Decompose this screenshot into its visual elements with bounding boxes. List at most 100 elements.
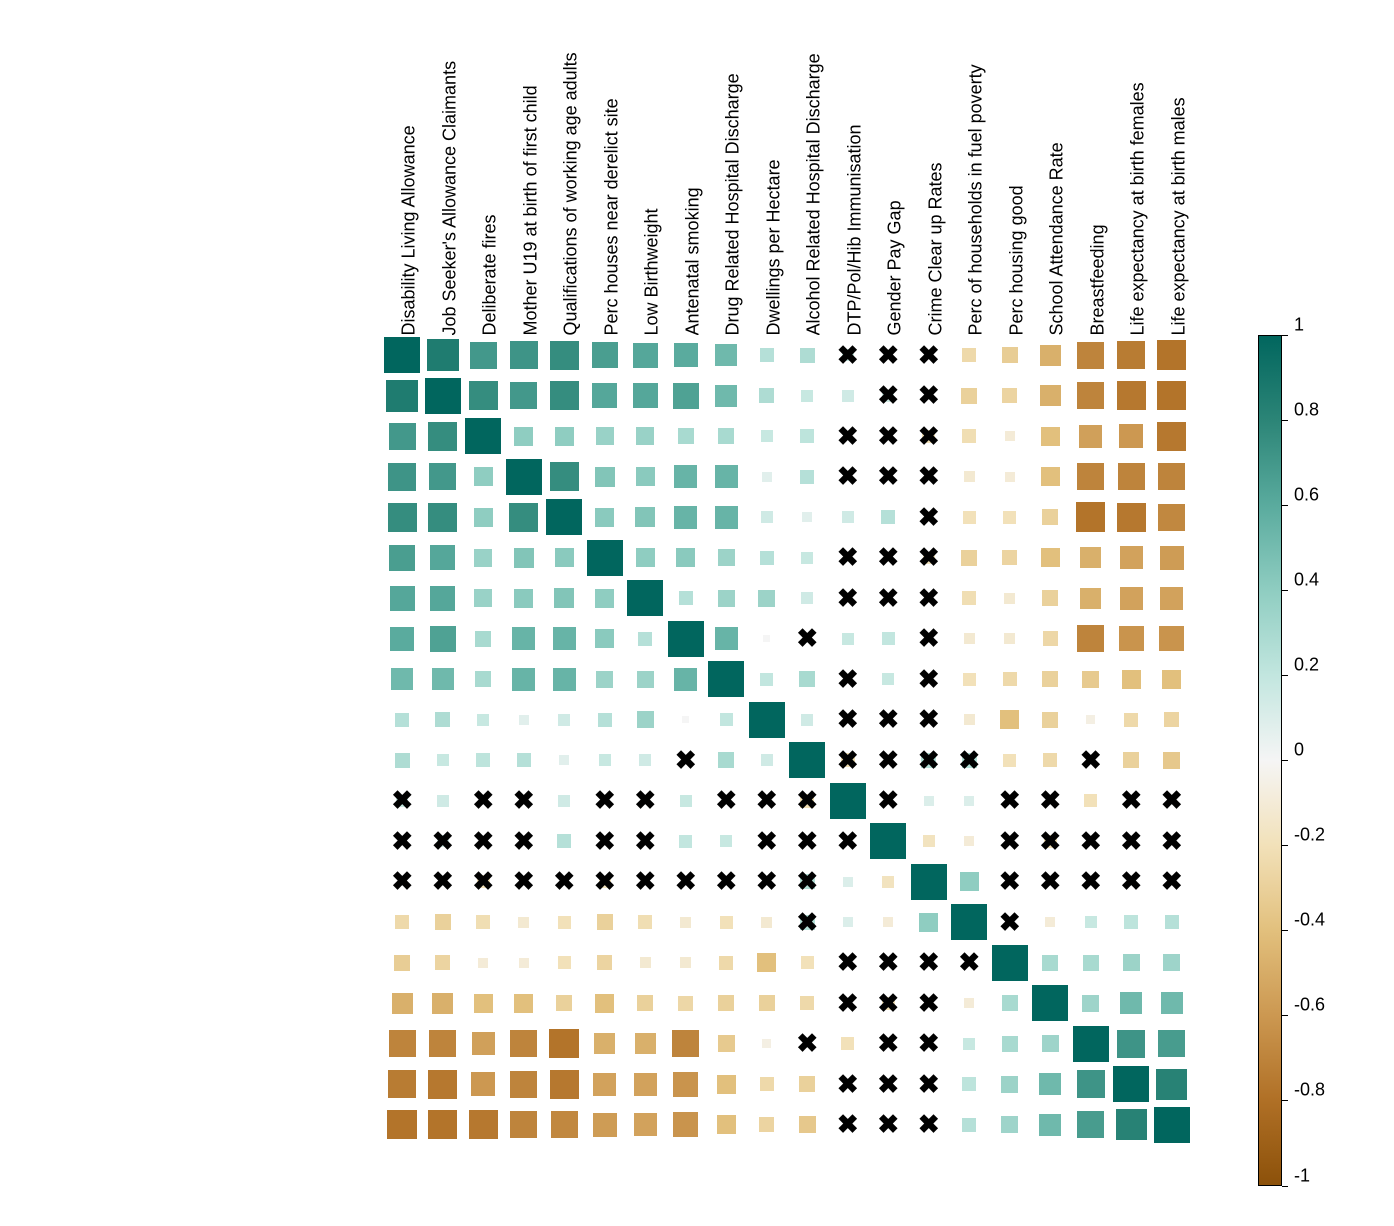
heatmap-cell-inner	[1118, 463, 1145, 490]
heatmap-cell-inner	[1042, 955, 1058, 971]
insignificant-mark-icon: ✖	[787, 821, 828, 862]
heatmap-cell-inner	[428, 422, 457, 451]
heatmap-cell-inner	[1124, 915, 1138, 929]
heatmap-cell-inner	[674, 465, 697, 488]
heatmap-cell-inner	[718, 1035, 735, 1052]
heatmap-cell-inner	[474, 508, 493, 527]
heatmap-cell-inner	[465, 418, 501, 454]
heatmap-cell-inner	[964, 998, 974, 1008]
heatmap-cell-inner	[596, 427, 614, 445]
heatmap-cell-inner	[1042, 671, 1058, 687]
heatmap-cell-inner	[469, 1110, 498, 1139]
heatmap-cell-inner	[951, 904, 987, 940]
heatmap-cell-inner	[1041, 427, 1060, 446]
heatmap-cell-inner	[389, 545, 415, 571]
heatmap-cell-inner	[963, 1038, 975, 1050]
heatmap-cell-inner	[1000, 710, 1019, 729]
heatmap-cell-inner	[801, 552, 813, 564]
colorbar-tick-mark	[1282, 590, 1288, 591]
colorbar-tick-mark	[1282, 1186, 1288, 1187]
heatmap-cell-inner	[1164, 712, 1179, 727]
heatmap-cell-inner	[384, 337, 420, 373]
heatmap-cell-inner	[1160, 587, 1183, 610]
heatmap-cell-inner	[1160, 546, 1184, 570]
heatmap-cell-inner	[672, 1030, 699, 1057]
heatmap-cell-inner	[633, 383, 658, 408]
heatmap-cell-inner	[428, 1110, 458, 1140]
heatmap-cell-inner	[469, 381, 498, 410]
heatmap-cell-inner	[597, 914, 613, 930]
heatmap-cell-inner	[801, 714, 813, 726]
heatmap-cell-inner	[519, 715, 529, 725]
heatmap-cell-inner	[593, 1073, 616, 1096]
heatmap-cell-inner	[1122, 670, 1141, 689]
heatmap-cell-inner	[386, 380, 418, 412]
heatmap-cell-inner	[883, 917, 893, 927]
heatmap-cell-inner	[517, 753, 531, 767]
insignificant-mark-icon: ✖	[666, 740, 707, 781]
heatmap-cell-inner	[510, 1111, 537, 1138]
heatmap-cell-inner	[964, 714, 975, 725]
heatmap-cell-inner	[919, 913, 938, 932]
heatmap-cell-inner	[388, 463, 416, 491]
col-label: Perc houses near derelict site	[601, 98, 622, 335]
heatmap-cell-inner	[1082, 671, 1099, 688]
col-label: Life expectancy at birth males	[1168, 97, 1189, 335]
heatmap-cell-inner	[474, 549, 492, 567]
insignificant-mark-icon: ✖	[625, 862, 666, 903]
heatmap-cell-inner	[549, 1029, 579, 1059]
colorbar-tick-mark	[1282, 420, 1288, 421]
insignificant-mark-icon: ✖	[828, 821, 869, 862]
col-label: Antenatal smoking	[682, 187, 703, 335]
heatmap-cell-inner	[843, 917, 853, 927]
heatmap-cell-inner	[1040, 385, 1061, 406]
colorbar-tick-label: -0.6	[1294, 995, 1325, 1016]
heatmap-cell-inner	[1124, 713, 1138, 727]
heatmap-cell-inner	[558, 956, 571, 969]
insignificant-mark-icon: ✖	[868, 457, 909, 498]
colorbar-tick-label: -0.4	[1294, 910, 1325, 931]
heatmap-cell-inner	[801, 592, 813, 604]
heatmap-cell-inner	[558, 714, 570, 726]
colorbar-tick-mark	[1282, 1100, 1288, 1101]
insignificant-mark-icon: ✖	[747, 781, 788, 822]
heatmap-cell-inner	[636, 548, 655, 567]
heatmap-cell-inner	[598, 713, 612, 727]
insignificant-mark-icon: ✖	[909, 659, 950, 700]
insignificant-mark-icon: ✖	[1111, 821, 1152, 862]
heatmap-cell-inner	[1156, 1069, 1187, 1100]
insignificant-mark-icon: ✖	[1152, 781, 1193, 822]
heatmap-cell-inner	[1042, 509, 1058, 525]
heatmap-cell-inner	[1085, 916, 1097, 928]
heatmap-cell-inner	[559, 755, 569, 765]
heatmap-cell-inner	[550, 341, 579, 370]
heatmap-cell-inner	[595, 508, 614, 527]
heatmap-cell-inner	[1082, 995, 1099, 1012]
heatmap-cell-inner	[1077, 342, 1104, 369]
insignificant-mark-icon: ✖	[787, 781, 828, 822]
heatmap-cell-inner	[471, 1072, 495, 1096]
heatmap-cell-inner	[1157, 340, 1187, 370]
heatmap-cell-inner	[1116, 1109, 1147, 1140]
colorbar-tick: 0.8	[1282, 420, 1319, 421]
insignificant-mark-icon: ✖	[463, 862, 504, 903]
heatmap-cell-inner	[592, 383, 617, 408]
heatmap-cell-inner	[1123, 954, 1140, 971]
heatmap-cell-inner	[799, 1116, 816, 1133]
insignificant-mark-icon: ✖	[909, 700, 950, 741]
heatmap-cell-inner	[430, 586, 455, 611]
insignificant-mark-icon: ✖	[787, 902, 828, 943]
col-label: Job Seeker's Allowance Claimants	[439, 61, 460, 336]
insignificant-mark-icon: ✖	[1030, 862, 1071, 903]
col-label: Perc of households in fuel poverty	[966, 64, 987, 335]
heatmap-cell-inner	[636, 427, 654, 445]
heatmap-cell-inner	[1077, 382, 1104, 409]
heatmap-cell-inner	[595, 589, 614, 608]
heatmap-cell-inner	[882, 632, 895, 645]
col-label: Gender Pay Gap	[885, 200, 906, 335]
heatmap-cell-inner	[802, 512, 812, 522]
heatmap-cell-inner	[392, 993, 413, 1014]
heatmap-cell-inner	[635, 1033, 656, 1054]
insignificant-mark-icon: ✖	[949, 943, 990, 984]
heatmap-cell-inner	[512, 668, 535, 691]
